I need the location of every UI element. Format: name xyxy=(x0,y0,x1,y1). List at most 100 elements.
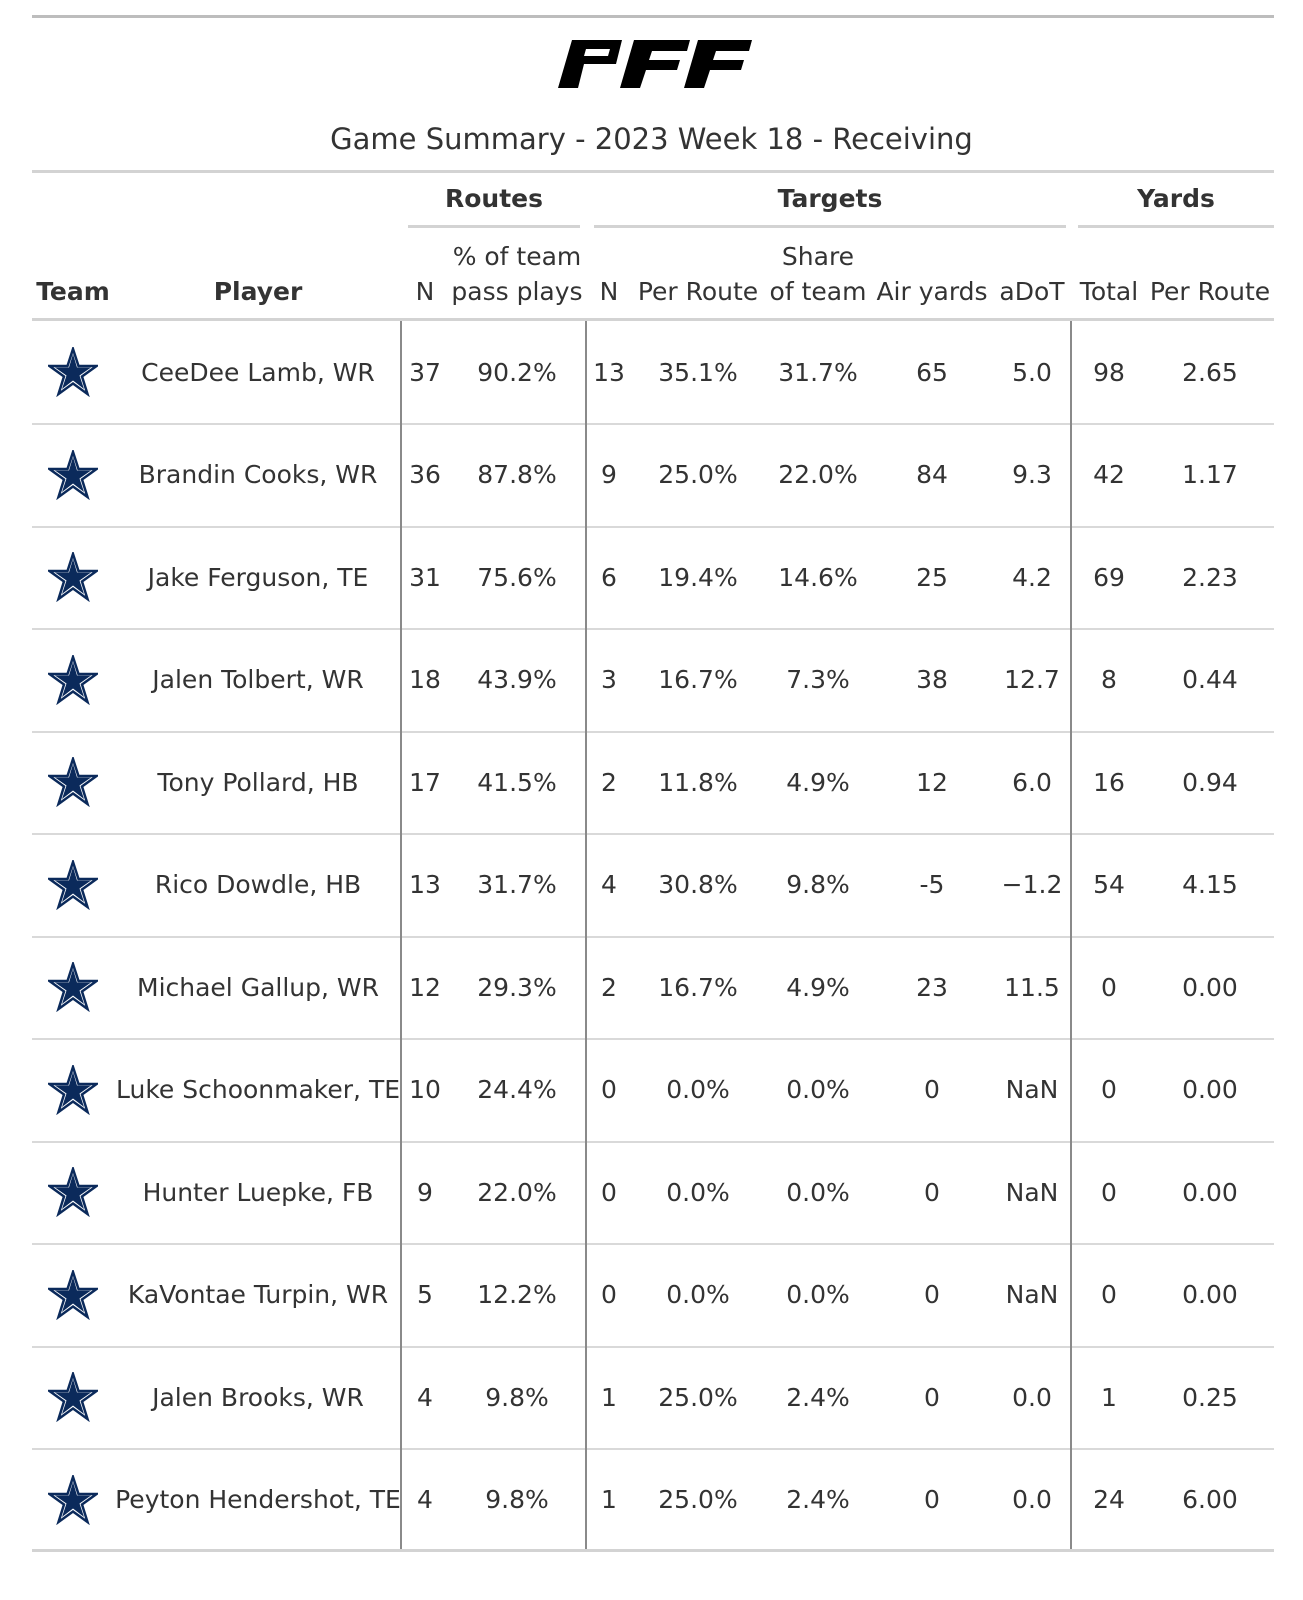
cell-player: Michael Gallup, WR xyxy=(137,972,379,1002)
dallas-cowboys-star-icon xyxy=(48,449,98,500)
row-separator xyxy=(32,525,1274,528)
cell-routes-pct: 9.8% xyxy=(485,1382,549,1412)
team-cell xyxy=(32,835,114,935)
cell-air-yards: 0 xyxy=(924,1075,940,1104)
cell-routes-pct: 43.9% xyxy=(477,665,557,694)
cell-routes-pct: 22.0% xyxy=(477,1177,557,1207)
team-cell xyxy=(32,630,114,730)
cell-share: 0.0% xyxy=(786,1280,850,1309)
team-cell xyxy=(32,732,114,832)
cell-adot: 6.0 xyxy=(1012,767,1052,797)
cell-player: Hunter Luepke, FB xyxy=(142,1177,374,1207)
cell-adot: 12.7 xyxy=(1004,665,1060,694)
col-header-adot: aDoT xyxy=(999,277,1065,306)
cell-targets-n: 6 xyxy=(601,562,617,592)
cell-routes-pct: 12.2% xyxy=(477,1280,557,1309)
cell-yards-total: 42 xyxy=(1093,460,1125,489)
table-row: Hunter Luepke, FB 9 22.0% 0 0.0% 0.0% 0 NaN 0 0.0… xyxy=(32,1142,1274,1245)
table-row: Brandin Cooks, WR 36 87.8% 9 25.0% 22.0% 84 9.3… xyxy=(32,425,1274,528)
table-row: Peyton Hendershot, TE 4 9.8% 1 25.0% 2.4% 0 0.0… xyxy=(32,1450,1274,1553)
cell-targets-per-route: 0.0% xyxy=(666,1177,730,1207)
row-separator xyxy=(32,833,1274,835)
col-header-targets-per-route: Per Route xyxy=(637,277,759,306)
cell-routes-pct: 29.3% xyxy=(477,972,557,1002)
cell-yards-total: 98 xyxy=(1093,357,1125,387)
cell-share: 7.3% xyxy=(786,665,850,694)
cell-yards-total: 0 xyxy=(1101,1280,1117,1309)
cell-air-yards: 0 xyxy=(924,1280,940,1309)
team-cell xyxy=(32,1142,114,1242)
cell-player: CeeDee Lamb, WR xyxy=(141,357,375,387)
row-separator xyxy=(32,1243,1274,1245)
table-row: Rico Dowdle, HB 13 31.7% 4 30.8% 9.8% -5 −1.2 54… xyxy=(32,835,1274,938)
cell-adot: 9.3 xyxy=(1012,460,1052,489)
row-separator xyxy=(32,1448,1274,1450)
cell-targets-n: 2 xyxy=(601,972,617,1002)
title-rule xyxy=(32,170,1274,173)
cell-yards-per-route: 2.23 xyxy=(1182,562,1238,592)
cell-adot: 11.5 xyxy=(1004,972,1060,1002)
cell-routes-n: 18 xyxy=(409,665,441,694)
cell-player: Tony Pollard, HB xyxy=(157,767,359,797)
col-header-air-yards: Air yards xyxy=(876,277,988,306)
cell-yards-per-route: 0.44 xyxy=(1182,665,1238,694)
col-header-yards-total: Total xyxy=(1079,277,1139,306)
table-row: Jalen Tolbert, WR 18 43.9% 3 16.7% 7.3% 38 12.7… xyxy=(32,630,1274,733)
spanner-yards: Yards xyxy=(1137,184,1215,213)
bottom-rule xyxy=(32,1549,1274,1552)
cell-share: 14.6% xyxy=(778,562,858,592)
cell-player: Jake Ferguson, TE xyxy=(147,562,369,592)
cell-air-yards: 0 xyxy=(924,1485,940,1514)
cell-player: KaVontae Turpin, WR xyxy=(127,1280,389,1309)
cell-yards-total: 0 xyxy=(1101,972,1117,1002)
cell-share: 22.0% xyxy=(778,460,858,489)
cell-routes-n: 13 xyxy=(409,870,441,899)
cell-share: 2.4% xyxy=(786,1485,850,1514)
cell-targets-per-route: 30.8% xyxy=(658,870,738,899)
col-header-routes-n: N xyxy=(415,277,435,306)
col-header-share-line1: Share xyxy=(781,242,855,271)
cell-routes-n: 4 xyxy=(417,1485,433,1514)
cell-targets-per-route: 19.4% xyxy=(658,562,738,592)
col-header-routes-pct-line2: pass plays xyxy=(451,277,583,306)
cell-routes-pct: 9.8% xyxy=(485,1485,549,1514)
cell-routes-pct: 31.7% xyxy=(477,870,557,899)
team-cell xyxy=(32,527,114,627)
row-separator xyxy=(32,935,1274,938)
cell-adot: NaN xyxy=(1005,1177,1059,1207)
spanner-routes: Routes xyxy=(444,184,543,213)
cell-targets-per-route: 35.1% xyxy=(658,357,738,387)
dallas-cowboys-star-icon xyxy=(48,347,98,397)
cell-yards-total: 24 xyxy=(1093,1485,1125,1514)
table-row: KaVontae Turpin, WR 5 12.2% 0 0.0% 0.0% 0 NaN 0 0… xyxy=(32,1245,1274,1348)
cell-targets-per-route: 25.0% xyxy=(658,1382,738,1412)
table-row: Jalen Brooks, WR 4 9.8% 1 25.0% 2.4% 0 0.0 1 0.25 xyxy=(32,1347,1274,1450)
col-header-player: Player xyxy=(213,277,303,306)
team-cell xyxy=(32,1450,114,1550)
table-row: Michael Gallup, WR 12 29.3% 2 16.7% 4.9% 23 11.… xyxy=(32,937,1274,1040)
divider-routes-targets xyxy=(585,321,587,1550)
team-cell xyxy=(32,322,114,422)
cell-yards-per-route: 0.00 xyxy=(1182,1280,1238,1309)
team-cell xyxy=(32,1347,114,1447)
cell-air-yards: 65 xyxy=(916,357,948,387)
cell-adot: 0.0 xyxy=(1012,1485,1052,1514)
cell-routes-pct: 90.2% xyxy=(477,357,557,387)
cell-routes-n: 9 xyxy=(417,1177,433,1207)
cell-targets-n: 1 xyxy=(601,1485,617,1514)
cell-targets-per-route: 16.7% xyxy=(658,665,738,694)
cell-yards-total: 8 xyxy=(1101,665,1117,694)
row-separator xyxy=(32,423,1274,425)
cell-air-yards: 0 xyxy=(924,1177,940,1207)
cell-player: Jalen Tolbert, WR xyxy=(152,665,364,694)
cell-yards-per-route: 0.00 xyxy=(1182,972,1238,1002)
spanner-yards-underline xyxy=(1078,225,1274,228)
cell-targets-per-route: 16.7% xyxy=(658,972,738,1002)
cell-player: Jalen Brooks, WR xyxy=(152,1382,364,1412)
team-cell xyxy=(32,425,114,525)
cell-targets-n: 0 xyxy=(601,1280,617,1309)
col-header-share-line2: of team xyxy=(769,277,867,306)
cell-adot: NaN xyxy=(1005,1075,1059,1104)
cell-targets-n: 2 xyxy=(601,767,617,797)
dallas-cowboys-star-icon xyxy=(48,654,98,705)
